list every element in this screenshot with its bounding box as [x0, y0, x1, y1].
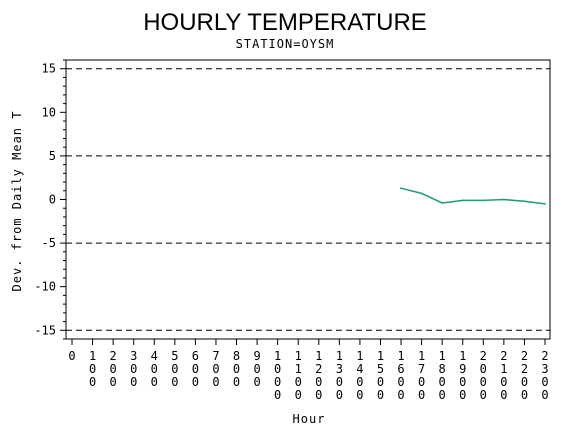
plot-area: 15 10 5 0 -5 -10 -15 0 1 0 0 2 0 0 3 0 0 4 0 0 5 0 0 6 0 0 7 0 0 8 0 0 9… [34, 59, 551, 402]
y-axis-label-group: Dev. from Daily Mean T [10, 111, 24, 292]
data-point [420, 192, 423, 195]
data-point [461, 199, 464, 202]
data-point [482, 199, 485, 202]
x-axis-label: Hour [293, 412, 326, 426]
chart-title: HOURLY TEMPERATURE [143, 9, 427, 36]
y-axis-label: Dev. from Daily Mean T [10, 111, 24, 292]
data-point [441, 202, 444, 204]
series-line [400, 187, 546, 205]
y-tick-label: 0 [49, 193, 56, 207]
y-tick-label: 10 [42, 105, 56, 119]
data-point [502, 198, 505, 201]
y-tick-label: 15 [42, 62, 56, 76]
y-tick-label: -5 [42, 236, 56, 250]
y-tick-label: 5 [49, 149, 56, 163]
data-point [523, 200, 526, 203]
y-tick-label: -15 [34, 323, 56, 337]
x-tick-label: 0 [68, 349, 75, 363]
chart-subtitle: STATION=OYSM [236, 37, 335, 51]
data-point [544, 202, 546, 205]
y-tick-label: -10 [34, 280, 56, 294]
plot-frame [65, 59, 551, 340]
data-point [400, 187, 402, 190]
